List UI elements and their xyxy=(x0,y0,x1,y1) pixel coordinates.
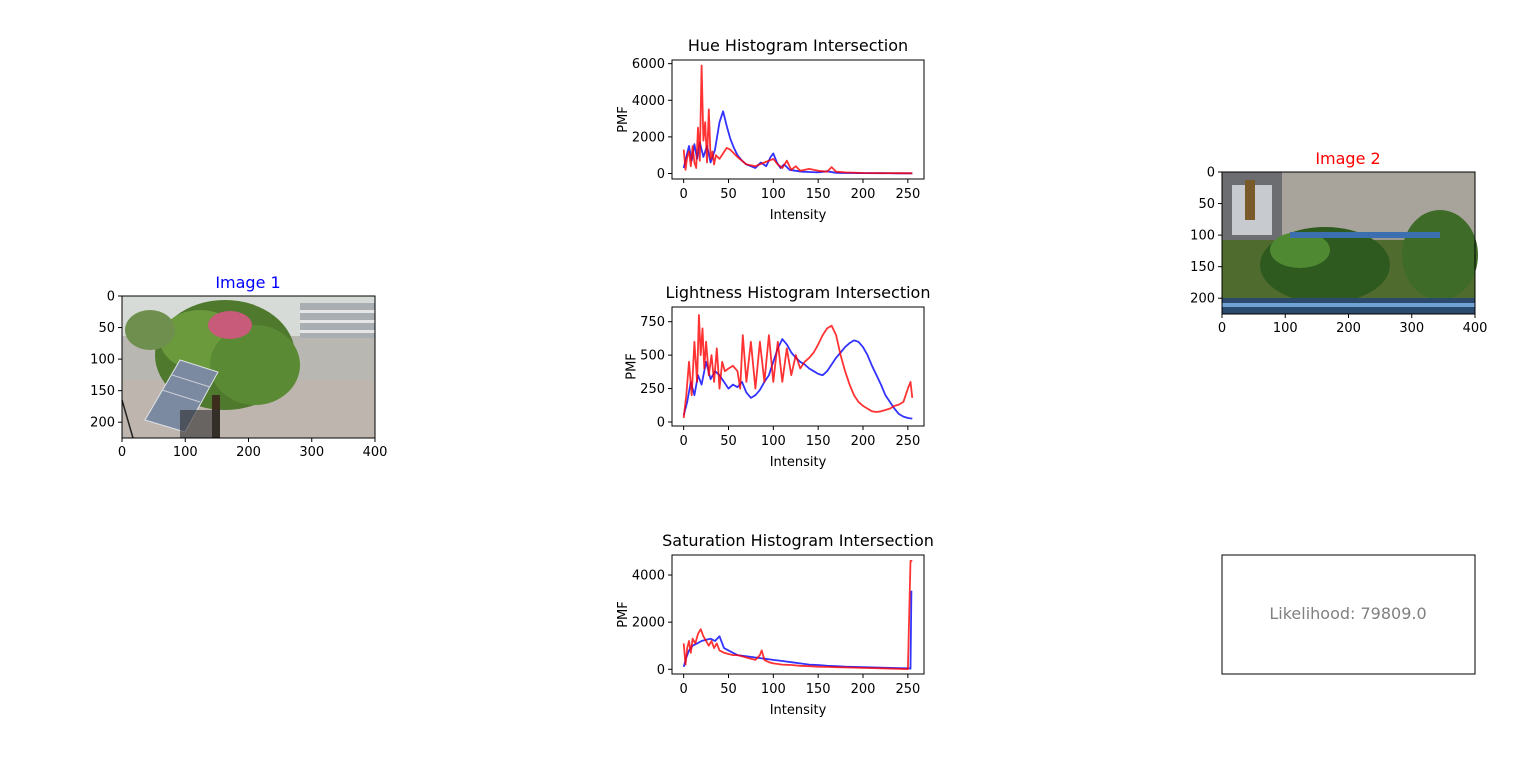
y-tick-label: 50 xyxy=(98,321,115,336)
photo-aerial-garden-icon xyxy=(1222,172,1478,314)
chart-title: Saturation Histogram Intersection xyxy=(662,531,934,550)
histogram-chart-2: Saturation Histogram Intersection 0 50 100 1… xyxy=(616,531,934,718)
x-tick-label: 50 xyxy=(720,434,737,449)
series-line-red xyxy=(682,64,913,175)
y-tick-label: 0 xyxy=(657,663,665,678)
x-tick-label: 250 xyxy=(895,682,920,697)
axes-frame xyxy=(671,306,925,427)
y-tick-label: 6000 xyxy=(632,57,665,72)
series-line-red xyxy=(682,560,913,670)
y-axis-label: PMF xyxy=(616,106,631,133)
y-tick-label: 0 xyxy=(657,167,665,182)
x-tick-label: 300 xyxy=(299,445,324,460)
x-tick-label: 300 xyxy=(1399,321,1424,336)
x-tick-label: 250 xyxy=(895,434,920,449)
x-tick-label: 100 xyxy=(761,682,786,697)
x-tick-label: 150 xyxy=(806,682,831,697)
y-tick-label: 250 xyxy=(640,382,665,397)
image2-axes: 0 100 200 300 400 0 50 100 150 200 xyxy=(1190,166,1487,337)
likelihood-panel: Likelihood: 79809.0 xyxy=(1221,554,1476,675)
y-tick-label: 150 xyxy=(90,384,115,399)
x-axis-label: Intensity xyxy=(770,703,827,718)
y-tick-label: 50 xyxy=(1198,197,1215,212)
x-tick-label: 0 xyxy=(680,682,688,697)
photo-garden-solar-panel-icon xyxy=(121,296,375,439)
y-tick-label: 200 xyxy=(90,416,115,431)
x-axis-label: Intensity xyxy=(770,208,827,223)
x-tick-label: 100 xyxy=(761,434,786,449)
x-tick-label: 200 xyxy=(851,434,876,449)
y-tick-label: 150 xyxy=(1190,260,1215,275)
x-tick-label: 0 xyxy=(1218,321,1226,336)
x-tick-label: 50 xyxy=(720,187,737,202)
y-tick-label: 0 xyxy=(1207,166,1215,181)
x-tick-label: 0 xyxy=(680,187,688,202)
x-tick-label: 200 xyxy=(851,187,876,202)
axes-frame xyxy=(671,554,925,675)
x-axis-label: Intensity xyxy=(770,455,827,470)
y-tick-label: 200 xyxy=(1190,292,1215,307)
x-tick-label: 200 xyxy=(1336,321,1361,336)
x-tick-label: 0 xyxy=(118,445,126,460)
image2-panel: Image 2 0 100 200 300 400 0 50 100 150 200 xyxy=(1190,149,1487,336)
y-tick-label: 0 xyxy=(107,290,115,305)
likelihood-box xyxy=(1221,554,1476,675)
y-axis-label: PMF xyxy=(624,353,639,380)
x-tick-label: 50 xyxy=(720,682,737,697)
x-tick-label: 400 xyxy=(1463,321,1488,336)
histogram-chart-1: Lightness Histogram Intersection 0 50 100 15… xyxy=(624,283,930,470)
image1-panel: Image 1 0 100 200 300 400 0 50 100 150 200 xyxy=(90,273,387,460)
likelihood-text: Likelihood: 79809.0 xyxy=(1269,604,1426,623)
y-tick-label: 2000 xyxy=(632,130,665,145)
x-tick-label: 400 xyxy=(363,445,388,460)
x-tick-label: 100 xyxy=(761,187,786,202)
y-tick-label: 4000 xyxy=(632,94,665,109)
y-tick-label: 500 xyxy=(640,349,665,364)
chart-title: Lightness Histogram Intersection xyxy=(666,283,931,302)
x-tick-label: 150 xyxy=(806,434,831,449)
series-line-red xyxy=(682,314,914,419)
x-tick-label: 150 xyxy=(806,187,831,202)
y-tick-label: 100 xyxy=(1190,229,1215,244)
image1-axes: 0 100 200 300 400 0 50 100 150 200 xyxy=(90,290,387,461)
axes-frame xyxy=(671,59,925,180)
plot-area xyxy=(672,307,924,426)
x-tick-label: 0 xyxy=(680,434,688,449)
x-tick-label: 200 xyxy=(236,445,261,460)
chart-title: Hue Histogram Intersection xyxy=(688,36,908,55)
image1-title: Image 1 xyxy=(215,273,280,292)
y-axis-label: PMF xyxy=(616,601,631,628)
image2-title: Image 2 xyxy=(1315,149,1380,168)
y-tick-label: 0 xyxy=(657,415,665,430)
x-tick-label: 100 xyxy=(1273,321,1298,336)
x-tick-label: 100 xyxy=(173,445,198,460)
x-tick-label: 200 xyxy=(851,682,876,697)
plot-area xyxy=(672,555,924,674)
y-tick-label: 4000 xyxy=(632,569,665,584)
x-tick-label: 250 xyxy=(895,187,920,202)
y-tick-label: 100 xyxy=(90,353,115,368)
y-tick-label: 750 xyxy=(640,315,665,330)
y-tick-label: 2000 xyxy=(632,616,665,631)
histogram-chart-0: Hue Histogram Intersection 0 50 100 150 200 25… xyxy=(616,36,925,223)
histogram-charts: Hue Histogram Intersection 0 50 100 150 200 25… xyxy=(616,36,934,718)
